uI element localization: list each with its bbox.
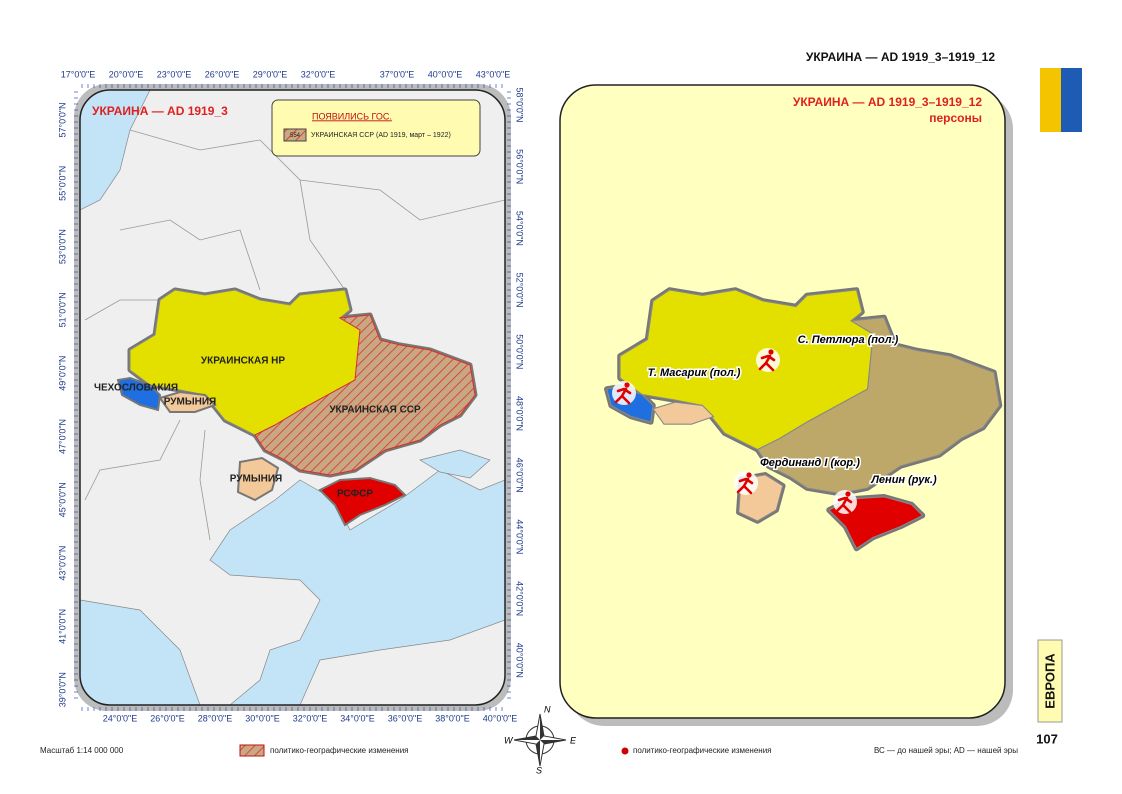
latitude-label: 54°0'0"N [515,211,525,246]
person-label: Т. Масарик (пол.) [648,367,741,379]
latitude-label: 57°0'0"N [57,102,67,137]
flag-yellow [1040,68,1061,132]
latitude-label: 52°0'0"N [515,273,525,308]
latitude-label: 53°0'0"N [57,229,67,264]
person-icon-body [614,387,632,405]
page-title: УКРАИНА — AD 1919_3–1919_12 [806,50,995,64]
page-number: 107 [1036,731,1058,746]
longitude-label: 34°0'0"E [340,713,375,723]
person-icon-head [845,491,851,497]
longitude-label: 17°0'0"E [61,69,96,79]
longitude-label: 36°0'0"E [388,713,423,723]
latitude-label: 40°0'0"N [515,643,525,678]
compass-n: N [544,704,551,714]
dot-legend: политико-географические изменения [633,746,772,755]
latitude-label: 41°0'0"N [57,609,67,644]
person-icons [612,348,857,514]
person-icon-body [736,477,754,495]
latitude-label: 56°0'0"N [515,149,525,184]
hatch-swatch [239,744,265,757]
latitude-label: 39°0'0"N [57,672,67,707]
legend-box [271,99,481,157]
latitude-label: 58°0'0"N [515,87,525,122]
latitude-label: 50°0'0"N [515,334,525,369]
region-label: РУМЫНИЯ [164,397,216,408]
right-map-subtitle: персоны [929,111,982,125]
person-label: Ленин (рук.) [870,474,937,486]
compass-e: E [570,735,577,745]
legend-code: 554 [290,133,301,139]
latitude-label: 42°0'0"N [515,581,525,616]
aegean-sea [80,599,201,705]
longitude-label: 37°0'0"E [380,69,415,79]
left-map [80,90,505,705]
era-note: ВС — до нашей эры; AD — нашей эры [874,746,1018,755]
baltic-sea [80,90,151,211]
longitude-label: 28°0'0"E [198,713,233,723]
longitude-label: 26°0'0"E [150,713,185,723]
legend-heading: ПОЯВИЛИСЬ ГОС. [312,111,392,121]
longitude-label: 38°0'0"E [435,713,470,723]
person-icon-body [835,496,853,514]
region-label: УКРАИНСКАЯ НР [201,356,285,367]
longitude-label: 40°0'0"E [428,69,463,79]
section-tab [1037,639,1063,723]
longitude-label: 43°0'0"E [476,69,511,79]
region-label: УКРАИНСКАЯ ССР [329,405,421,416]
person-icon-head [746,472,752,478]
longitude-label: 20°0'0"E [109,69,144,79]
person-label: Фердинанд I (кор.) [760,457,860,469]
latitude-label: 43°0'0"N [57,546,67,581]
latitude-label: 46°0'0"N [515,458,525,493]
latitude-label: 49°0'0"N [57,356,67,391]
borders [84,129,505,541]
longitude-label: 29°0'0"E [253,69,288,79]
longitude-label: 24°0'0"E [103,713,138,723]
section-label: ЕВРОПА [1042,653,1057,709]
latitude-label: 47°0'0"N [57,419,67,454]
left-map-title: УКРАИНА — AD 1919_3 [92,104,228,118]
person-label: С. Петлюра (пол.) [798,334,899,346]
latitude-label: 44°0'0"N [515,519,525,554]
longitude-label: 32°0'0"E [301,69,336,79]
dot-swatch [621,747,629,755]
longitude-label: 32°0'0"E [293,713,328,723]
latitude-label: 51°0'0"N [57,292,67,327]
left-map-frame [79,89,506,706]
legend-item: УКРАИНСКАЯ ССР (AD 1919, март – 1922) [311,132,451,139]
region-label: РУМЫНИЯ [230,474,282,485]
person-icon-head [768,349,774,355]
latitude-label: 48°0'0"N [515,396,525,431]
longitude-label: 30°0'0"E [245,713,280,723]
legend-swatch [283,128,307,142]
azov-sea [419,449,491,479]
right-map-title: УКРАИНА — AD 1919_3–1919_12 [793,95,982,109]
compass: N E S W [504,704,577,775]
region-label: ЧЕХОСЛОВАКИЯ [94,383,178,394]
person-icon-head [624,382,630,388]
person-icon-body [758,354,776,372]
longitude-label: 23°0'0"E [157,69,192,79]
graticule-rulers [74,84,511,711]
longitude-label: 26°0'0"E [205,69,240,79]
latitude-label: 55°0'0"N [57,166,67,201]
longitude-label: 40°0'0"E [483,713,518,723]
latitude-label: 45°0'0"N [57,482,67,517]
region-label: РСФСР [337,489,373,500]
compass-w: W [504,735,514,745]
scale-note: Масштаб 1:14 000 000 [40,746,124,755]
flag-blue [1061,68,1082,132]
compass-s: S [536,765,542,775]
hatch-legend: политико-географические изменения [270,746,409,755]
